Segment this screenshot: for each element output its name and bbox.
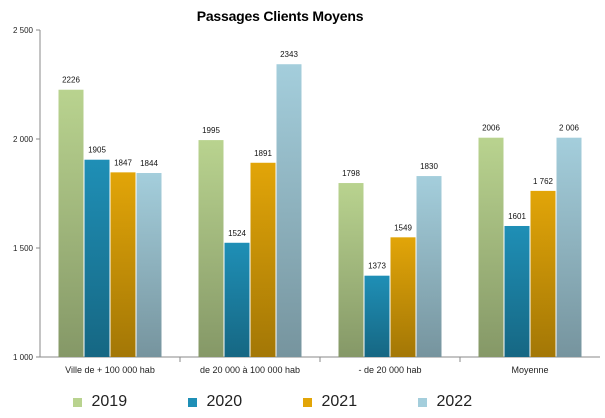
data-label: 2343	[280, 50, 298, 59]
y-tick-label: 2 000	[13, 135, 34, 144]
bar-2022	[416, 176, 442, 357]
legend-swatch	[187, 397, 197, 407]
category-label: - de 20 000 hab	[358, 365, 421, 375]
y-tick-label: 1 000	[13, 353, 34, 362]
chart-legend: 2019 2020 2021 2022	[0, 390, 605, 414]
data-label: 1995	[202, 126, 220, 135]
data-label: 1549	[394, 223, 412, 232]
category-label: Ville de + 100 000 hab	[65, 365, 155, 375]
legend-swatch	[302, 397, 312, 407]
legend-swatch	[72, 397, 82, 407]
bar-2021	[530, 190, 556, 357]
legend-label: 2022	[436, 393, 473, 410]
legend-label: 2019	[91, 393, 128, 410]
legend-item-2019: 2019	[72, 390, 188, 414]
category-label: de 20 000 à 100 000 hab	[200, 365, 300, 375]
bar-2021	[110, 172, 136, 357]
bar-2019	[338, 183, 364, 357]
bar-2019	[478, 137, 504, 357]
data-label: 1 762	[533, 177, 554, 186]
legend-item-2021: 2021	[302, 390, 418, 414]
data-label: 1891	[254, 149, 272, 158]
bar-2020	[364, 275, 390, 357]
bar-2022	[276, 64, 302, 357]
data-label: 1524	[228, 229, 246, 238]
data-label: 1844	[140, 159, 158, 168]
data-label: 2 006	[559, 124, 580, 133]
chart-title: Passages Clients Moyens	[196, 8, 364, 24]
data-label: 1905	[88, 146, 106, 155]
bar-2022	[556, 137, 582, 357]
bar-2020	[224, 242, 250, 357]
data-label: 2006	[482, 124, 500, 133]
data-label: 1798	[342, 169, 360, 178]
y-tick-label: 2 500	[13, 26, 34, 35]
y-tick-label: 1 500	[13, 244, 34, 253]
data-label: 1373	[368, 262, 386, 271]
legend-item-2020: 2020	[187, 390, 303, 414]
bar-chart: 1 000 1 500 2 000 2 500 Ville de + 100 000 h…	[13, 26, 600, 375]
data-label: 1847	[114, 158, 132, 167]
legend-label: 2020	[206, 393, 243, 410]
data-label: 1601	[508, 212, 526, 221]
bar-2020	[504, 225, 530, 357]
bar-2021	[250, 162, 276, 357]
bar-2019	[198, 140, 224, 357]
category-label: Moyenne	[511, 365, 548, 375]
bar-2022	[136, 173, 162, 357]
legend-item-2022: 2022	[417, 390, 533, 414]
bar-2020	[84, 159, 110, 357]
bar-2019	[58, 89, 84, 358]
data-label: 1830	[420, 162, 438, 171]
bar-2021	[390, 237, 416, 357]
legend-swatch	[417, 397, 427, 407]
data-label: 2226	[62, 76, 80, 85]
legend-label: 2021	[321, 393, 358, 410]
